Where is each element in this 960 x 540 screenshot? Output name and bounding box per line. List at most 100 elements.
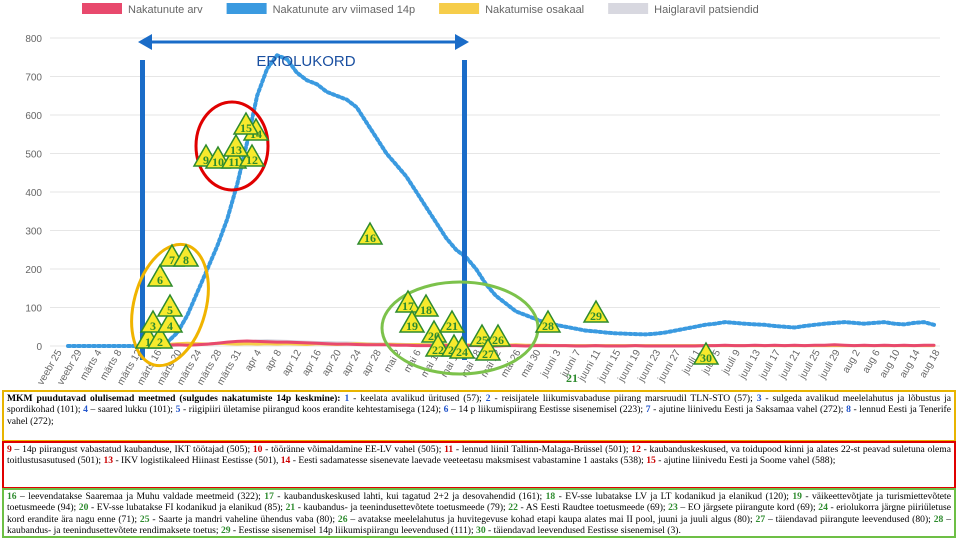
caption-text: - väikeettevõtjate ja turismiettevõtete …	[7, 491, 951, 514]
caption-text: – saared lukku (101);	[87, 404, 176, 416]
period-label: ERIOLUKORD	[256, 53, 355, 70]
caption-number: 21	[285, 502, 296, 514]
marker-triangle	[438, 309, 466, 333]
event-marker-2: 2	[146, 325, 174, 349]
marker-label: 4	[167, 319, 173, 333]
y-axis: 0 100 200 300 400 500 600 700 800	[25, 34, 42, 353]
caption-number: 24	[818, 502, 828, 514]
y-tick-label: 400	[25, 188, 42, 199]
marker-triangle	[398, 309, 426, 333]
y-tick-label: 100	[25, 304, 42, 315]
event-marker-27: 27	[474, 337, 502, 361]
caption-number: 23	[668, 502, 678, 514]
marker-label: 26	[492, 333, 504, 347]
caption-number: 5	[175, 404, 181, 416]
caption-box-3: 16 – leevendatakse Saaremaa ja Muhu vald…	[2, 488, 956, 538]
period-bracket-right	[462, 60, 467, 360]
y-tick-label: 200	[25, 265, 42, 276]
y-tick-label: 300	[25, 227, 42, 238]
marker-label: 3	[150, 319, 156, 333]
period-bracket-left	[140, 60, 145, 360]
caption-text: - Eestisse sisenemisel 14p liikumispiira…	[230, 525, 477, 537]
caption-text: – EO järgsete piirangute kord (69);	[677, 502, 819, 514]
caption-number: 1	[344, 393, 350, 404]
caption-text: – täiendavad piirangute leevendused (80)…	[765, 513, 934, 525]
event-marker-19: 19	[398, 309, 426, 333]
event-marker-24: 24	[448, 335, 476, 359]
event-marker-17: 17	[394, 289, 422, 313]
legend: Nakatunute arv Nakatunute arv viimased 14…	[82, 3, 759, 16]
caption-text: - Saarte ja mandri vaheline ühendus vaba…	[149, 513, 338, 525]
caption-text: - eriolukorra järgne piiriületuse kord e…	[7, 502, 951, 525]
caption-number: 19	[792, 491, 802, 502]
marker-label: 16	[364, 231, 376, 245]
marker-label: 30	[700, 351, 712, 365]
caption-number: 6	[443, 404, 449, 416]
caption-number: 11	[444, 444, 454, 455]
caption-text: - kaubanduskeskused, va toidupood kinni …	[7, 444, 951, 467]
caption-number: 22	[508, 502, 518, 514]
caption-text: - Eesti sadamatesse sisenevate laevade v…	[290, 455, 647, 467]
caption-number: 8	[846, 404, 851, 416]
marker-triangle	[692, 341, 720, 365]
marker-triangle	[139, 309, 167, 333]
caption-box-2: 9 – 14p piirangust vabastatud kaubanduse…	[2, 441, 956, 489]
event-marker-10: 10	[204, 145, 232, 169]
group-ellipse-red	[194, 100, 270, 192]
marker-label: 28	[542, 319, 554, 333]
caption-number: 15	[646, 455, 656, 467]
marker-label: 22	[432, 343, 444, 357]
period-arrow-head-left	[138, 34, 152, 50]
marker-label: 9	[203, 153, 209, 167]
event-marker-4: 4	[156, 309, 184, 333]
caption-number: 14	[280, 455, 291, 467]
legend-label: Nakatunute arv	[128, 4, 203, 16]
marker-triangle	[156, 309, 184, 333]
annotations: ERIOLUKORD123456789101112131415161718192…	[130, 34, 720, 385]
captions: MKM puudutavad olulisemad meetmed (sulgu…	[0, 390, 960, 540]
marker-label: 18	[420, 303, 432, 317]
legend-label: Nakatumise osakaal	[485, 4, 584, 16]
event-marker-11: 11	[220, 145, 248, 169]
caption-number: 10	[252, 444, 263, 455]
marker-label: 10	[212, 155, 224, 169]
caption-text: - reisijatele liikumisvabaduse piirang m…	[490, 393, 757, 404]
caption-text: - riigipiiri ületamise piirangud koos er…	[180, 404, 444, 416]
marker-triangle	[394, 289, 422, 313]
marker-triangle	[204, 145, 232, 169]
chart: Nakatunute arv Nakatunute arv viimased 14…	[25, 3, 943, 387]
legend-swatch	[608, 3, 649, 14]
event-marker-15: 15	[232, 111, 260, 135]
y-tick-label: 500	[25, 150, 42, 161]
marker-label: 19	[406, 319, 418, 333]
marker-label: 15	[240, 121, 252, 135]
legend-swatch	[439, 3, 480, 14]
marker-label: 6	[157, 273, 163, 287]
x-tick-label: apr 28	[360, 348, 384, 378]
caption-text: - ajutine liinivedu Eesti ja Soome vahel…	[655, 455, 836, 467]
marker-triangle	[146, 263, 174, 287]
caption-box-1: MKM puudutavad olulisemad meetmed (sulgu…	[2, 390, 956, 442]
caption-text: – leevendatakse Saaremaa ja Muhu valdade…	[16, 491, 265, 502]
caption-number: 16	[7, 491, 17, 502]
marker-triangle	[172, 243, 200, 267]
marker-label: 27	[482, 347, 494, 361]
caption-text: - lennud Eesti ja Tenerife vahel (272);	[7, 404, 951, 427]
marker-label: 11	[228, 155, 239, 169]
event-marker-16: 16	[356, 221, 384, 245]
marker-triangle	[156, 293, 184, 317]
event-marker-8: 8	[172, 243, 200, 267]
series-line	[66, 53, 936, 348]
caption-number: 29	[220, 525, 231, 537]
grid	[50, 37, 940, 347]
marker-label: 24	[456, 345, 468, 359]
marker-triangle	[474, 337, 502, 361]
x-tick-label: aug 18	[918, 348, 943, 380]
caption-number: 28	[933, 513, 944, 525]
caption-text: – avatakse meelelahutus ja huvitegevuse …	[347, 513, 756, 525]
event-marker-5: 5	[156, 293, 184, 317]
event-marker-21: 21	[438, 309, 466, 333]
caption-text: - IKV logistikaleed Hiinast Eestisse (50…	[113, 455, 281, 467]
marker-label: 21	[446, 319, 458, 333]
event-marker-22: 22	[424, 333, 452, 357]
